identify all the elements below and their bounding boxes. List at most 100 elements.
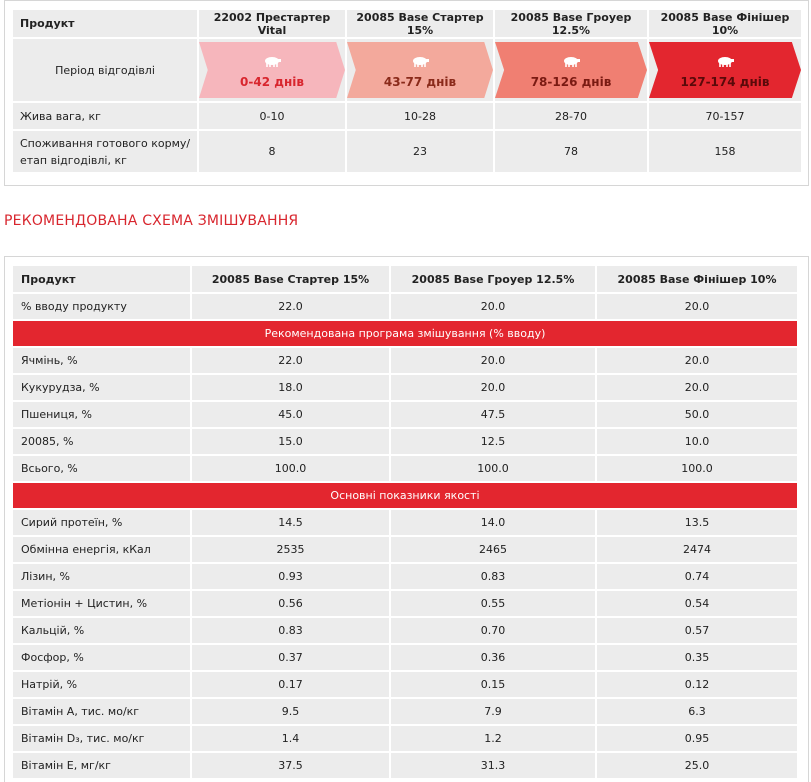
band-title: Основні показники якості [13, 483, 797, 508]
table-row: Вітамін D₃, тис. мо/кг 1.4 1.2 0.95 [13, 726, 797, 751]
table-header-row: Продукт 22002 Престартер Vital 20085 Bas… [13, 10, 801, 37]
table-row: Кукурудза, % 18.0 20.0 20.0 [13, 375, 797, 400]
cell: 78 [495, 131, 647, 172]
section-band: Рекомендована програма змішування (% вво… [13, 321, 797, 346]
row-label: Всього, % [13, 456, 190, 481]
cell: 7.9 [391, 699, 595, 724]
cell: 13.5 [597, 510, 797, 535]
table-row: Кальцій, % 0.83 0.70 0.57 [13, 618, 797, 643]
mixing-scheme-table: Продукт 20085 Base Стартер 15% 20085 Base … [11, 264, 799, 780]
cell: 0-10 [199, 103, 345, 129]
chevron-arrow: 127-174 днів [649, 42, 801, 98]
pig-icon [413, 57, 429, 67]
header-cell: 20085 Base Стартер 15% [347, 10, 493, 37]
cell: 1.4 [192, 726, 389, 751]
row-label: Кукурудза, % [13, 375, 190, 400]
table-row: Ячмінь, % 22.0 20.0 20.0 [13, 348, 797, 373]
pig-icon [718, 57, 734, 67]
cell: 10.0 [597, 429, 797, 454]
cell: 100.0 [597, 456, 797, 481]
header-cell: 20085 Base Гроуер 12.5% [391, 266, 595, 292]
table-row: Метіонін + Цистин, % 0.56 0.55 0.54 [13, 591, 797, 616]
section-band: Основні показники якості [13, 483, 797, 508]
row-label: Ячмінь, % [13, 348, 190, 373]
period-days: 127-174 днів [680, 75, 770, 89]
band-title: Рекомендована програма змішування (% вво… [13, 321, 797, 346]
section-title: РЕКОМЕНДОВАНА СХЕМА ЗМІШУВАННЯ [4, 213, 299, 229]
row-label: Вітамін Е, мг/кг [13, 753, 190, 778]
table-row: Натрій, % 0.17 0.15 0.12 [13, 672, 797, 697]
cell: 0.74 [597, 564, 797, 589]
cell: 50.0 [597, 402, 797, 427]
table-row: Сирий протеїн, % 14.5 14.0 13.5 [13, 510, 797, 535]
row-label: Сирий протеїн, % [13, 510, 190, 535]
row-label-line: етап відгодівлі, кг [20, 153, 127, 167]
cell: 0.95 [597, 726, 797, 751]
period-days: 43-77 днів [383, 75, 457, 89]
cell: 28-70 [495, 103, 647, 129]
cell: 18.0 [192, 375, 389, 400]
period-days: 0-42 днів [240, 75, 304, 89]
row-label: 20085, % [13, 429, 190, 454]
row-label: Лізин, % [13, 564, 190, 589]
row-label: Жива вага, кг [13, 103, 197, 129]
cell: 8 [199, 131, 345, 172]
period-days: 78-126 днів [530, 75, 612, 89]
pig-icon [265, 57, 281, 67]
cell: 20.0 [597, 375, 797, 400]
cell: 6.3 [597, 699, 797, 724]
table-row: Фосфор, % 0.37 0.36 0.35 [13, 645, 797, 670]
row-label: Споживання готового корму/етап відгодівл… [13, 131, 197, 172]
cell: 0.36 [391, 645, 595, 670]
cell: 37.5 [192, 753, 389, 778]
cell: 0.37 [192, 645, 389, 670]
row-label: Обмінна енергія, кКал [13, 537, 190, 562]
cell: 2474 [597, 537, 797, 562]
chevron-arrow: 0-42 днів [199, 42, 345, 98]
row-label: Вітамін D₃, тис. мо/кг [13, 726, 190, 751]
cell: 2465 [391, 537, 595, 562]
cell: 2535 [192, 537, 389, 562]
table-row: Вітамін Е, мг/кг 37.5 31.3 25.0 [13, 753, 797, 778]
row-label: Натрій, % [13, 672, 190, 697]
cell: 23 [347, 131, 493, 172]
chevron-arrow: 43-77 днів [347, 42, 493, 98]
cell: 0.55 [391, 591, 595, 616]
cell: 0.83 [391, 564, 595, 589]
table-row: Жива вага, кг 0-10 10-28 28-70 70-157 [13, 103, 801, 129]
period-arrow: 127-174 днів [649, 39, 801, 101]
row-label: % вводу продукту [13, 294, 190, 319]
header-cell: 22002 Престартер Vital [199, 10, 345, 37]
header-cell: 20085 Base Гроуер 12.5% [495, 10, 647, 37]
cell: 0.56 [192, 591, 389, 616]
cell: 1.2 [391, 726, 595, 751]
cell: 0.35 [597, 645, 797, 670]
cell: 0.54 [597, 591, 797, 616]
cell: 100.0 [192, 456, 389, 481]
row-label: Вітамін А, тис. мо/кг [13, 699, 190, 724]
cell: 10-28 [347, 103, 493, 129]
cell: 0.93 [192, 564, 389, 589]
row-label: Кальцій, % [13, 618, 190, 643]
header-cell: 20085 Base Стартер 15% [192, 266, 389, 292]
table-row: Пшениця, % 45.0 47.5 50.0 [13, 402, 797, 427]
cell: 15.0 [192, 429, 389, 454]
cell: 0.83 [192, 618, 389, 643]
row-label: Пшениця, % [13, 402, 190, 427]
cell: 20.0 [597, 348, 797, 373]
period-arrow: 0-42 днів [199, 39, 345, 101]
cell: 12.5 [391, 429, 595, 454]
cell: 100.0 [391, 456, 595, 481]
cell: 0.70 [391, 618, 595, 643]
table-row: % вводу продукту 22.0 20.0 20.0 [13, 294, 797, 319]
period-arrow: 78-126 днів [495, 39, 647, 101]
cell: 22.0 [192, 294, 389, 319]
cell: 31.3 [391, 753, 595, 778]
cell: 70-157 [649, 103, 801, 129]
row-label: Фосфор, % [13, 645, 190, 670]
pig-icon [564, 57, 580, 67]
cell: 0.17 [192, 672, 389, 697]
cell: 0.12 [597, 672, 797, 697]
cell: 47.5 [391, 402, 595, 427]
period-arrow: 43-77 днів [347, 39, 493, 101]
